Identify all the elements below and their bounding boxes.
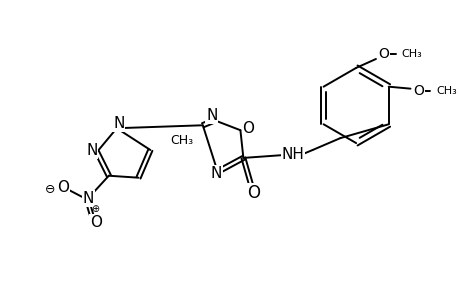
Text: O: O xyxy=(412,84,423,98)
Text: ⊖: ⊖ xyxy=(45,183,56,196)
Text: CH₃: CH₃ xyxy=(435,85,456,96)
Text: O: O xyxy=(246,184,259,202)
Text: ⊕: ⊕ xyxy=(91,204,99,214)
Text: NH: NH xyxy=(281,147,303,162)
Text: N: N xyxy=(206,108,217,123)
Text: O: O xyxy=(242,121,254,136)
Text: N: N xyxy=(86,143,97,158)
Text: N: N xyxy=(211,166,222,181)
Text: O: O xyxy=(90,215,102,230)
Text: O: O xyxy=(378,47,388,61)
Text: CH₃: CH₃ xyxy=(401,49,421,59)
Text: N: N xyxy=(113,116,124,131)
Text: O: O xyxy=(57,180,69,195)
Text: N: N xyxy=(82,191,94,206)
Text: CH₃: CH₃ xyxy=(170,134,193,147)
